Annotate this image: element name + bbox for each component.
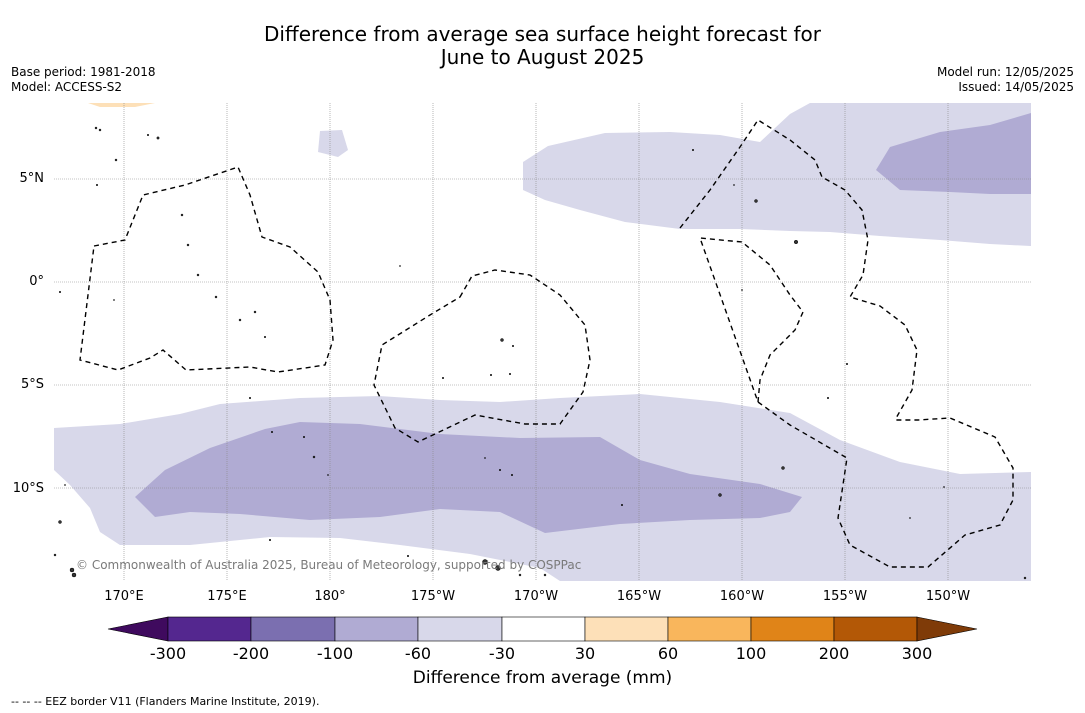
colorbar-label-minus60: -60 xyxy=(404,644,432,663)
colorbar-label-minus30: -30 xyxy=(488,644,516,663)
colorbar-label-100: 100 xyxy=(735,644,767,663)
colorbar-bin-5 xyxy=(501,616,586,642)
eez-border-cook-islands xyxy=(757,401,1014,568)
colorbar-label-minus300: -300 xyxy=(149,644,187,663)
colorbar-high-extension xyxy=(916,616,978,642)
model-run-text: Model run: 12/05/2025 xyxy=(936,65,1074,79)
lat-label-10s: 10°S xyxy=(12,481,44,496)
colorbar-bin-3 xyxy=(334,616,419,642)
lon-label-175e: 175°E xyxy=(207,589,247,604)
map-title-line2: June to August 2025 xyxy=(440,45,645,69)
colorbar xyxy=(107,616,978,642)
base-period-text: Base period: 1981-2018 xyxy=(11,65,156,79)
colorbar-label-30: 30 xyxy=(574,644,596,663)
lon-label-150w: 150°W xyxy=(925,589,971,604)
colorbar-bin-6 xyxy=(584,616,669,642)
issued-date-text: Issued: 14/05/2025 xyxy=(958,80,1074,94)
copyright-notice: © Commonwealth of Australia 2025, Bureau… xyxy=(76,558,582,572)
eez-borders xyxy=(79,119,1014,568)
eez-border-tokelau xyxy=(373,269,591,443)
lon-label-170w: 170°W xyxy=(513,589,559,604)
colorbar-label-200: 200 xyxy=(818,644,850,663)
lon-label-155w: 155°W xyxy=(822,589,868,604)
colorbar-bin-1 xyxy=(167,616,252,642)
anomaly-region-south-medium xyxy=(135,422,802,533)
lat-label-5s: 5°S xyxy=(20,377,44,392)
lon-label-180: 180° xyxy=(314,589,346,604)
lat-label-0: 0° xyxy=(29,274,44,289)
colorbar-label-60: 60 xyxy=(657,644,679,663)
colorbar-bin-7 xyxy=(667,616,752,642)
colorbar-bin-8 xyxy=(750,616,835,642)
colorbar-low-extension xyxy=(107,616,169,642)
lon-label-165w: 165°W xyxy=(616,589,662,604)
lon-label-170e: 170°E xyxy=(104,589,144,604)
lon-label-175w: 175°W xyxy=(410,589,456,604)
eez-border-tuvalu-kiribati-west xyxy=(79,166,334,373)
colorbar-bin-2 xyxy=(250,616,336,642)
colorbar-bin-4 xyxy=(417,616,503,642)
colorbar-bin-9 xyxy=(833,616,918,642)
model-name-text: Model: ACCESS-S2 xyxy=(11,80,123,94)
positive-anomaly-sliver xyxy=(88,103,155,107)
lat-label-5n: 5°N xyxy=(19,171,45,186)
map-title-line1: Difference from average sea surface heig… xyxy=(263,22,822,46)
eez-legend-note: -- -- -- EEZ border V11 (Flanders Marine… xyxy=(11,695,320,708)
colorbar-label-300: 300 xyxy=(901,644,933,663)
anomaly-region-north-light xyxy=(523,103,1031,246)
island-markers xyxy=(53,126,1027,580)
colorbar-label-minus200: -200 xyxy=(232,644,270,663)
colorbar-label-minus100: -100 xyxy=(316,644,354,663)
graticule xyxy=(54,103,1031,581)
anomaly-region-north-medium xyxy=(876,113,1031,194)
colorbar-title: Difference from average (mm) xyxy=(412,668,673,688)
anomaly-region-islet-light xyxy=(318,130,348,157)
eez-border-kiribati-east xyxy=(679,119,918,421)
lon-label-160w: 160°W xyxy=(719,589,765,604)
anomaly-region-south-edge xyxy=(54,470,560,581)
